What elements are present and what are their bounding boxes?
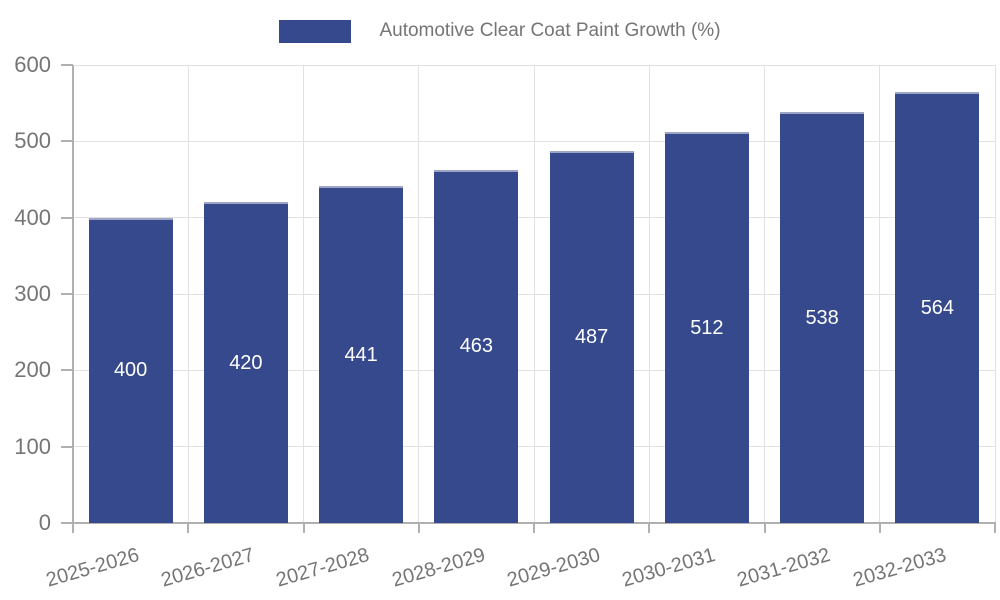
x-tick bbox=[878, 523, 881, 533]
v-gridline bbox=[764, 65, 765, 523]
x-tick bbox=[994, 523, 996, 533]
legend-item[interactable]: Automotive Clear Coat Paint Growth (%) bbox=[279, 19, 721, 43]
y-axis-line bbox=[72, 65, 74, 525]
chart-legend: Automotive Clear Coat Paint Growth (%) bbox=[0, 17, 1000, 45]
y-tick-label: 300 bbox=[14, 281, 51, 306]
x-tick-label: 2032-2033 bbox=[850, 544, 949, 592]
bar-value-label: 538 bbox=[805, 306, 839, 329]
x-axis-line bbox=[61, 522, 996, 524]
legend-label: Automotive Clear Coat Paint Growth (%) bbox=[379, 20, 721, 41]
y-tick-label: 500 bbox=[14, 128, 51, 154]
legend-swatch bbox=[279, 19, 352, 43]
x-tick bbox=[187, 523, 190, 533]
bar bbox=[664, 132, 749, 523]
y-tick-label: 600 bbox=[14, 52, 51, 77]
bar-value-label: 400 bbox=[113, 359, 148, 382]
bar-value-label: 487 bbox=[574, 326, 609, 349]
y-tick-label: 200 bbox=[14, 357, 51, 383]
y-tick bbox=[61, 369, 73, 372]
v-gridline bbox=[648, 65, 650, 523]
bar-value-label: 420 bbox=[229, 351, 263, 374]
x-tick-label: 2029-2030 bbox=[504, 544, 603, 592]
y-tick-label: 100 bbox=[14, 433, 51, 459]
bar bbox=[88, 217, 173, 523]
v-gridline bbox=[418, 65, 420, 523]
bar bbox=[434, 169, 519, 523]
v-gridline bbox=[879, 65, 881, 523]
bar-value-label: 441 bbox=[344, 343, 378, 366]
y-tick bbox=[61, 140, 73, 143]
x-tick bbox=[417, 523, 420, 533]
y-tick bbox=[61, 216, 73, 219]
x-tick-label: 2025-2026 bbox=[43, 544, 142, 592]
y-tick bbox=[61, 293, 73, 295]
bar bbox=[895, 92, 980, 523]
bar bbox=[780, 112, 865, 523]
x-tick-label: 2028-2029 bbox=[389, 544, 488, 592]
bar-value-label: 512 bbox=[690, 316, 724, 339]
y-tick bbox=[61, 64, 73, 66]
v-gridline bbox=[533, 65, 535, 523]
v-gridline bbox=[303, 65, 304, 523]
x-tick bbox=[302, 523, 305, 533]
y-tick-label: 0 bbox=[38, 510, 51, 535]
y-tick bbox=[61, 445, 73, 448]
bar-value-label: 463 bbox=[459, 335, 494, 358]
bar bbox=[549, 151, 634, 523]
x-tick-label: 2026-2027 bbox=[158, 544, 257, 592]
bar bbox=[203, 202, 288, 523]
y-tick-label: 400 bbox=[14, 204, 51, 230]
v-gridline bbox=[187, 65, 189, 523]
bar bbox=[319, 186, 404, 523]
x-tick bbox=[72, 523, 74, 533]
x-tick-label: 2030-2031 bbox=[619, 544, 718, 592]
v-gridline bbox=[994, 65, 996, 523]
x-tick bbox=[533, 523, 535, 533]
x-tick-label: 2027-2028 bbox=[274, 544, 373, 592]
x-tick bbox=[763, 523, 766, 533]
x-tick bbox=[648, 523, 651, 533]
bar-value-label: 564 bbox=[920, 296, 955, 319]
x-tick-label: 2031-2032 bbox=[735, 544, 834, 592]
